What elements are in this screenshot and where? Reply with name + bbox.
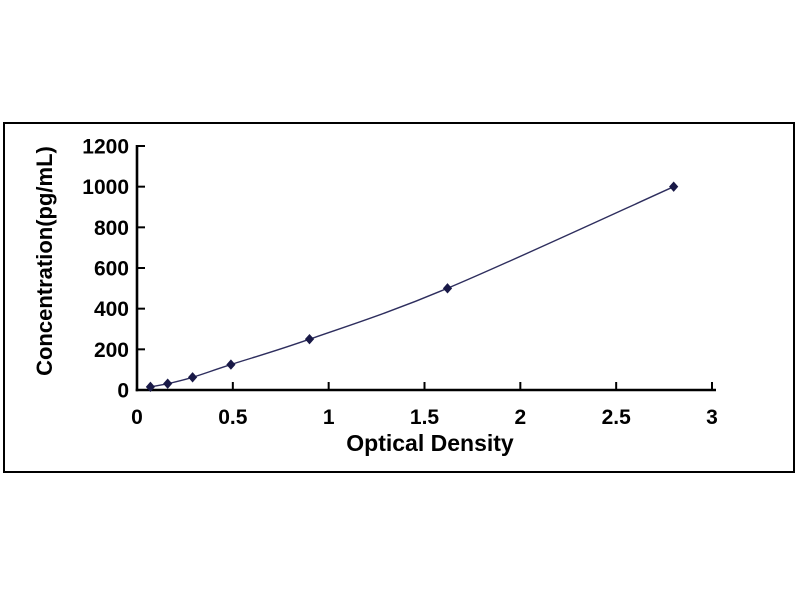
x-tick-label: 2 bbox=[514, 406, 526, 429]
data-point-marker bbox=[669, 181, 679, 192]
y-tick-label: 1000 bbox=[82, 176, 129, 199]
data-point-marker bbox=[187, 372, 198, 383]
data-point-marker bbox=[163, 378, 173, 389]
chart-frame bbox=[3, 122, 795, 473]
y-tick-label: 400 bbox=[94, 298, 129, 321]
y-axis-title: Concentration(pg/mL) bbox=[32, 146, 57, 376]
y-tick-label: 800 bbox=[94, 217, 129, 240]
x-tick-label: 1.5 bbox=[410, 406, 440, 429]
x-tick-label: 0.5 bbox=[218, 406, 248, 429]
data-point-marker bbox=[304, 333, 315, 345]
y-tick-label: 600 bbox=[94, 258, 129, 281]
x-tick-label: 1 bbox=[323, 406, 335, 429]
data-point-marker bbox=[226, 359, 236, 370]
y-tick-label: 0 bbox=[117, 380, 129, 403]
data-point-marker bbox=[442, 283, 453, 294]
data-point-marker bbox=[145, 381, 156, 393]
x-tick-label: 3 bbox=[706, 406, 718, 429]
x-tick-label: 0 bbox=[131, 406, 143, 429]
x-tick-label: 2.5 bbox=[602, 406, 632, 429]
y-tick-label: 1200 bbox=[82, 136, 129, 159]
standard-curve-line bbox=[150, 186, 674, 388]
y-tick-label: 200 bbox=[94, 339, 129, 362]
x-axis-title: Optical Density bbox=[346, 430, 514, 456]
